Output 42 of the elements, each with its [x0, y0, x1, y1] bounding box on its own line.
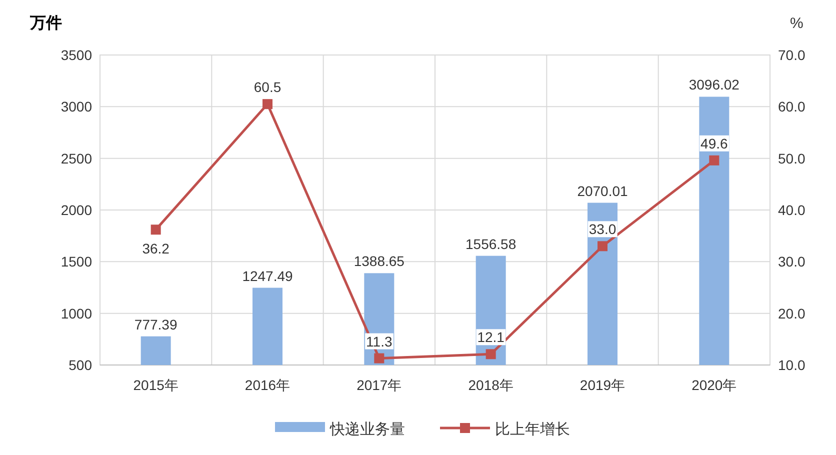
data-label: 36.2 [142, 240, 170, 257]
data-label: 11.3 [366, 333, 392, 350]
y-tick-label: 2000 [60, 202, 92, 218]
x-tick-label: 2017年 [356, 377, 402, 393]
point [709, 155, 720, 166]
point [150, 224, 161, 235]
y-tick-label: 2500 [60, 150, 92, 166]
data-label: 1388.65 [354, 253, 405, 270]
point [262, 99, 272, 110]
data-label: 12.1 [477, 329, 505, 346]
y2-tick-label: 50.0 [778, 150, 806, 166]
point [598, 241, 608, 252]
x-tick-label: 2019年 [580, 377, 626, 393]
x-tick-label: 2016年 [244, 377, 290, 393]
x-tick-label: 2015年 [133, 377, 178, 393]
y2-axis-title: % [790, 15, 804, 32]
data-label: 2070.01 [577, 182, 628, 199]
y-axis-title: 万件 [29, 14, 62, 32]
y-tick-label: 500 [68, 357, 92, 373]
x-tick-label: 2020年 [692, 377, 737, 393]
y2-tick-label: 40.0 [778, 202, 806, 218]
y2-tick-label: 10.0 [778, 357, 806, 373]
data-label: 60.5 [254, 79, 282, 96]
y2-tick-label: 20.0 [778, 305, 806, 322]
y2-tick-label: 30.0 [778, 254, 806, 270]
legend-label: 快递业务量 [329, 421, 405, 438]
y-tick-label: 3500 [60, 47, 92, 63]
legend-label: 比上年增长 [495, 421, 570, 438]
x-tick-label: 2018年 [468, 377, 514, 393]
data-label: 1556.58 [466, 236, 516, 252]
data-label: 49.6 [700, 135, 728, 152]
y-tick-label: 1000 [60, 305, 92, 322]
data-label: 3096.02 [688, 76, 740, 93]
y2-tick-label: 60.0 [778, 98, 806, 115]
y-tick-label: 3000 [60, 98, 92, 115]
point [486, 349, 496, 360]
data-label: 1247.49 [242, 268, 294, 284]
y2-tick-label: 70.0 [778, 47, 806, 63]
point [374, 353, 384, 364]
data-label: 777.39 [134, 316, 178, 332]
y-tick-label: 1500 [60, 254, 92, 270]
data-label: 33.0 [588, 221, 616, 238]
